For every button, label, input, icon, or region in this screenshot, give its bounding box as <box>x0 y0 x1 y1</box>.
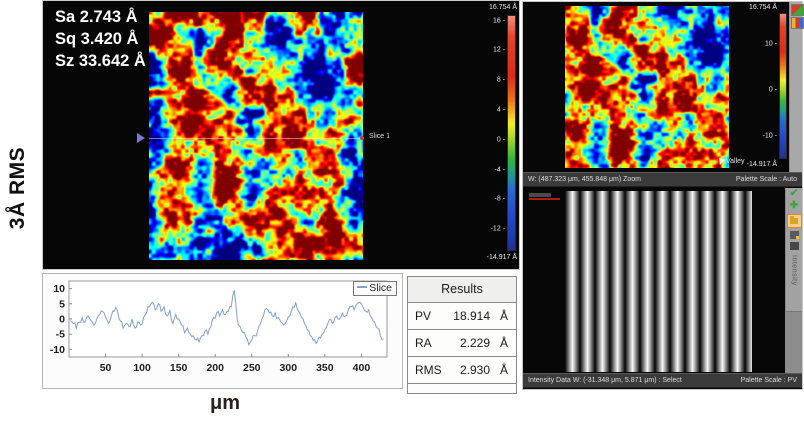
intensity-toolbar: ✔ ✚ Intensity <box>785 188 802 374</box>
mask-icon[interactable] <box>789 242 799 250</box>
results-row: RA 2.229 Å <box>408 329 516 356</box>
result-name: RMS <box>415 363 442 377</box>
panel-vertical-label: Intensity <box>790 255 798 286</box>
svg-text:400: 400 <box>353 362 371 374</box>
result-value: 2.930 <box>459 363 490 377</box>
slice-handle-icon[interactable] <box>137 133 145 143</box>
right-dock: Valley 16.754 Å 10 - 0 - -10 - -14.917 Å W… <box>522 1 804 390</box>
palette-icon[interactable] <box>791 17 804 29</box>
valley-label: Valley <box>726 158 745 165</box>
main-colorbar <box>507 15 516 251</box>
intensity-fringe-image[interactable] <box>565 191 752 372</box>
valley-marker: Valley <box>716 155 745 165</box>
slice-profile-panel: 10 5 0 -5 -10 50 100 150 200 250 300 350 400 Slice <box>42 273 403 389</box>
legend-line-icon <box>357 286 368 289</box>
svg-text:350: 350 <box>316 362 334 374</box>
colorbar-tick: 0 - <box>768 86 777 94</box>
svg-text:-10: -10 <box>50 344 65 356</box>
legend-label: Slice <box>369 282 392 294</box>
colorbar-tick: -12 - <box>490 225 505 233</box>
slice-label: Slice 1 <box>369 133 391 140</box>
zoom-colorbar-min: -14.917 Å <box>746 161 777 168</box>
folder-icon-selected[interactable] <box>786 214 802 228</box>
surface-stats: Sa 2.743 Å Sq 3.420 Å Sz 33.642 Å <box>55 6 146 72</box>
svg-text:250: 250 <box>243 362 261 374</box>
result-value: 2.229 <box>459 336 490 350</box>
scrollbar[interactable] <box>786 311 802 374</box>
stat-sz: Sz 33.642 Å <box>55 52 146 70</box>
intensity-status-palette: Palette Scale : PV <box>740 377 797 384</box>
result-unit: Å <box>500 363 509 377</box>
zoom-colorbar-ticks: 10 - 0 - -10 - <box>751 13 777 159</box>
zoom-heatmap[interactable] <box>565 6 729 168</box>
zoom-colorbar <box>779 13 787 159</box>
checkmark-icon[interactable]: ✔ <box>789 188 799 199</box>
main-colorbar-min: -14.917 Å <box>486 254 517 261</box>
results-rows: PV 18.914 Å RA 2.229 Å RMS 2.930 Å <box>408 302 516 383</box>
stat-sq: Sq 3.420 Å <box>55 30 139 48</box>
surface-heatmap[interactable] <box>149 12 363 260</box>
result-value: 18.914 <box>453 309 490 323</box>
zoom-status-palette: Palette Scale : Auto <box>735 176 797 183</box>
row-label-3a-rms: 3Å RMS <box>6 146 29 230</box>
results-empty-row <box>408 383 516 393</box>
watermark-logo <box>529 193 551 197</box>
zoom-status-bar: W: (487.323 μm, 455.848 μm) Zoom Palette… <box>523 172 802 187</box>
colorbar-tick: 0 - <box>496 136 505 144</box>
zoom-toolbar <box>789 2 804 172</box>
svg-text:5: 5 <box>59 298 65 310</box>
svg-text:100: 100 <box>133 362 151 374</box>
result-name: RA <box>415 336 432 350</box>
colorbar-tick: 8 - <box>496 76 505 84</box>
colorbar-tick: 16 - <box>492 17 505 25</box>
colorbar-tick: 12 - <box>492 46 505 54</box>
move-arrows-icon[interactable]: ✚ <box>789 200 799 211</box>
result-name: PV <box>415 309 432 323</box>
result-unit: Å <box>500 336 509 350</box>
svg-text:50: 50 <box>100 362 112 374</box>
colorbar-tick: -4 - <box>494 166 506 174</box>
colorbar-tick: -10 - <box>762 132 777 140</box>
svg-text:200: 200 <box>206 362 224 374</box>
intensity-status-coords: Intensity Data W: (-31.348 μm, 5.871 μm)… <box>528 377 682 384</box>
svg-text:300: 300 <box>280 362 298 374</box>
svg-text:-5: -5 <box>56 329 65 341</box>
results-row: PV 18.914 Å <box>408 302 516 329</box>
refresh-icon[interactable] <box>791 4 804 16</box>
svg-text:10: 10 <box>53 283 65 295</box>
zoom-status-coords: W: (487.323 μm, 455.848 μm) Zoom <box>528 176 641 183</box>
colorbar-tick: 10 - <box>764 40 777 48</box>
zoom-colorbar-max: 16.754 Å <box>748 4 777 11</box>
colorbar-tick: 4 - <box>496 106 505 114</box>
chart-legend: Slice <box>353 281 397 296</box>
cursor-icon <box>716 155 726 165</box>
colorbar-tick: -8 - <box>494 195 506 203</box>
snapshot-icon[interactable] <box>789 231 799 239</box>
watermark-underline <box>529 198 560 200</box>
results-row: RMS 2.930 Å <box>408 356 516 383</box>
svg-text:0: 0 <box>59 314 65 326</box>
svg-text:150: 150 <box>170 362 188 374</box>
intensity-status-bar: Intensity Data W: (-31.348 μm, 5.871 μm)… <box>523 373 802 388</box>
results-title: Results <box>408 277 516 302</box>
slice-cut-line[interactable] <box>149 138 363 139</box>
main-colorbar-ticks: 16 - 12 - 8 - 4 - 0 - -4 - -8 - -12 - <box>475 15 505 251</box>
surface-map-panel: Sa 2.743 Å Sq 3.420 Å Sz 33.642 Å Slice … <box>42 0 520 270</box>
folder-icon <box>790 216 798 224</box>
results-table: Results PV 18.914 Å RA 2.229 Å RMS 2.930 Å <box>407 276 517 394</box>
x-axis-unit-label: μm <box>209 392 241 414</box>
slice-endpoint-icon[interactable] <box>360 136 364 140</box>
main-colorbar-max: 16.754 Å <box>488 4 517 11</box>
stat-sa: Sa 2.743 Å <box>55 8 138 26</box>
result-unit: Å <box>500 309 509 323</box>
